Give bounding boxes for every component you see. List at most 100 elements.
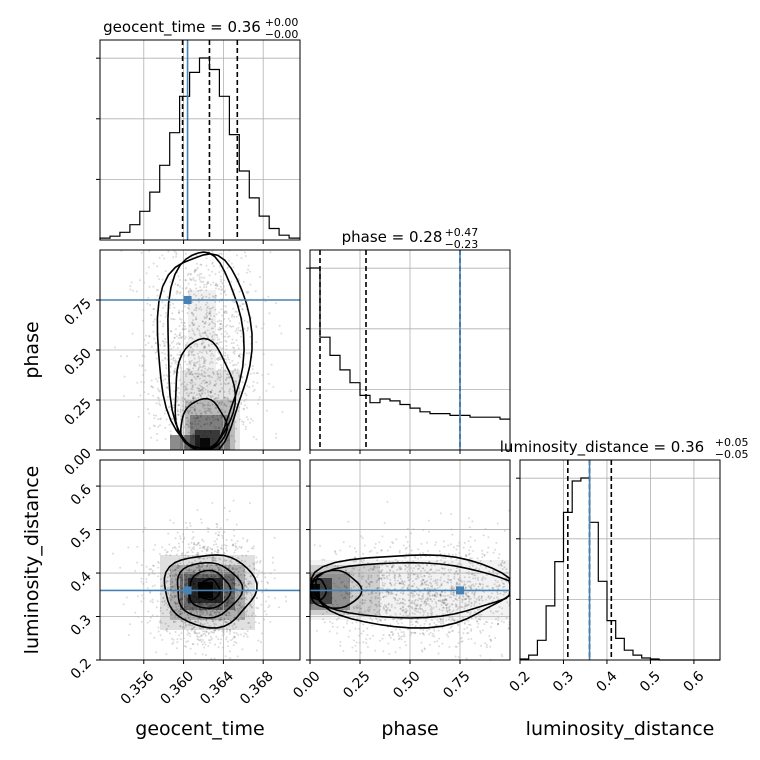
sample-point [214,273,217,275]
sample-point [162,340,165,343]
sample-point [470,601,473,604]
sample-point [216,320,219,323]
sample-point [206,573,209,576]
sample-point [419,556,422,559]
sample-point [171,574,174,577]
sample-point [192,395,195,398]
sample-point [213,629,216,632]
sample-point [189,347,192,349]
sample-point [198,627,201,630]
sample-point [171,642,174,645]
sample-point [220,569,222,572]
sample-point [466,632,469,635]
sample-point [200,308,203,311]
sample-point [210,421,213,424]
sample-point [419,624,422,627]
sample-point [218,311,221,314]
sample-point [146,621,149,624]
sample-point [319,545,322,547]
sample-point [363,566,366,569]
sample-point [195,362,198,364]
sample-point [171,586,173,589]
sample-point [197,375,200,378]
sample-point [212,573,215,576]
sample-point [208,317,211,320]
sample-point [496,610,499,613]
sample-point [202,546,205,549]
sample-point [144,526,147,529]
sample-point [463,621,466,624]
sample-point [125,596,128,599]
sample-point [249,580,252,583]
sample-point [392,542,394,545]
sample-point [267,295,270,298]
sample-point [454,655,457,658]
sample-point [485,646,488,649]
sample-point [244,255,247,257]
sample-point [201,538,204,541]
sample-point [225,595,228,598]
sample-point [156,560,159,563]
sample-point [188,360,191,363]
sample-point [174,602,177,605]
sample-point [190,278,193,281]
sample-point [203,609,206,611]
sample-point [199,415,202,418]
sample-point [225,544,228,547]
sample-point [172,586,175,589]
sample-point [478,598,481,601]
sample-point [150,314,153,317]
sample-point [215,608,218,611]
sample-point [423,647,426,650]
sample-point [204,345,207,348]
sample-point [193,363,195,366]
sample-point [224,330,227,333]
sample-point [132,289,134,292]
title-minus: −0.05 [715,448,749,461]
sample-point [209,354,212,357]
sample-point [392,632,395,635]
sample-point [174,601,176,604]
y-tick-label: 0.3 [68,612,95,639]
sample-point [385,606,388,609]
sample-point [179,584,182,587]
sample-point [139,279,141,282]
sample-point [207,343,210,346]
sample-point [178,334,181,337]
sample-point [212,414,215,417]
sample-point [355,595,358,598]
sample-point [160,585,163,588]
sample-point [259,560,262,562]
sample-point [500,564,503,567]
sample-point [170,362,173,365]
sample-point [206,311,209,314]
sample-point [162,597,165,600]
sample-point [181,619,184,622]
sample-point [403,633,406,636]
sample-point [214,380,217,382]
sample-point [188,421,191,424]
sample-point [221,314,223,317]
sample-point [136,545,139,548]
sample-point [206,409,208,412]
sample-point [190,574,193,577]
sample-point [186,312,189,314]
sample-point [198,610,201,612]
sample-point [184,583,187,586]
sample-point [460,636,463,639]
sample-point [200,342,203,345]
sample-point [206,611,209,614]
sample-point [187,351,190,354]
sample-point [456,583,459,586]
sample-point [269,621,272,623]
sample-point [170,358,173,361]
sample-point [166,627,168,630]
sample-point [211,261,214,264]
sample-point [481,583,484,586]
sample-point [219,328,222,330]
sample-point [171,547,174,549]
sample-point [250,417,252,420]
sample-point [162,306,165,309]
sample-point [417,557,419,560]
sample-point [176,602,179,605]
